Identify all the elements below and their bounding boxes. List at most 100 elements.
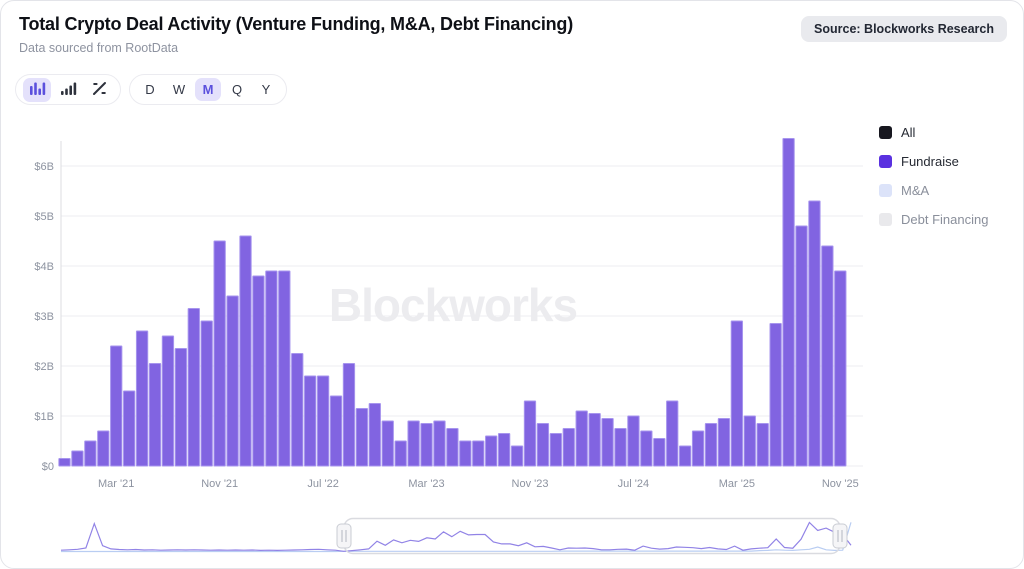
- bar-aug-25[interactable]: [795, 225, 808, 467]
- bar-apr-24[interactable]: [588, 413, 601, 467]
- period-button-d[interactable]: D: [137, 78, 163, 101]
- bar-apr-21[interactable]: [123, 390, 136, 467]
- bar-jan-22[interactable]: [239, 235, 252, 467]
- bar-oct-23[interactable]: [510, 445, 524, 467]
- percent-change-button[interactable]: [85, 78, 113, 102]
- svg-text:$3B: $3B: [34, 311, 54, 323]
- legend-item-fundraise[interactable]: Fundraise: [879, 151, 988, 171]
- bar-feb-23[interactable]: [407, 420, 420, 467]
- bar-may-24[interactable]: [601, 418, 614, 467]
- brush-handle-left[interactable]: [336, 523, 352, 549]
- bar-jul-25[interactable]: [782, 138, 795, 467]
- period-button-y[interactable]: Y: [253, 78, 279, 101]
- bar-jun-22[interactable]: [304, 375, 317, 467]
- bar-feb-25[interactable]: [717, 418, 731, 467]
- legend-label: Debt Financing: [901, 211, 989, 227]
- bar-nov-23[interactable]: [523, 400, 537, 467]
- svg-text:$6B: $6B: [34, 161, 54, 173]
- bar-jul-21[interactable]: [161, 335, 175, 467]
- svg-text:$5B: $5B: [34, 211, 54, 223]
- bar-may-21[interactable]: [135, 330, 149, 467]
- bar-jun-21[interactable]: [148, 363, 162, 467]
- bar-may-22[interactable]: [291, 353, 304, 467]
- legend-swatch: [879, 125, 892, 139]
- legend-swatch: [879, 212, 892, 226]
- legend-item-m-a[interactable]: M&A: [879, 180, 988, 200]
- period-button-m[interactable]: M: [195, 78, 221, 101]
- legend-item-all[interactable]: All: [879, 122, 988, 142]
- bar-feb-21[interactable]: [97, 430, 110, 467]
- bar-oct-22[interactable]: [355, 408, 369, 467]
- bar-jun-23[interactable]: [459, 440, 472, 467]
- bar-apr-23[interactable]: [433, 420, 446, 467]
- svg-text:$4B: $4B: [34, 261, 54, 273]
- bar-nov-20[interactable]: [58, 458, 71, 467]
- bar-aug-23[interactable]: [485, 435, 498, 467]
- bar-dec-24[interactable]: [691, 430, 705, 467]
- svg-text:Jul '22: Jul '22: [307, 478, 338, 490]
- legend-label: All: [901, 124, 916, 140]
- bar-may-25[interactable]: [756, 423, 769, 467]
- bar-jul-23[interactable]: [472, 440, 485, 467]
- bar-nov-25[interactable]: [834, 270, 847, 467]
- bar-apr-22[interactable]: [278, 270, 291, 467]
- bar-feb-22[interactable]: [252, 275, 265, 467]
- svg-text:Jul '24: Jul '24: [618, 478, 649, 490]
- bar-mar-21[interactable]: [110, 345, 123, 467]
- bar-aug-24[interactable]: [640, 430, 653, 467]
- bar-sep-25[interactable]: [808, 200, 821, 467]
- bar-mar-24[interactable]: [575, 410, 588, 467]
- bar-feb-24[interactable]: [562, 428, 575, 467]
- bar-nov-21[interactable]: [213, 240, 226, 467]
- bar-jun-25[interactable]: [769, 323, 782, 467]
- svg-text:$0: $0: [42, 461, 54, 473]
- grouped-columns-icon: [29, 80, 46, 100]
- bar-mar-22[interactable]: [265, 270, 278, 467]
- period-button-q[interactable]: Q: [224, 78, 250, 101]
- ascending-columns-icon: [60, 80, 77, 100]
- ascending-columns-button[interactable]: [54, 78, 82, 102]
- svg-text:Mar '21: Mar '21: [98, 478, 134, 490]
- bar-dec-22[interactable]: [381, 420, 394, 467]
- svg-text:$1B: $1B: [34, 411, 54, 423]
- legend-label: Fundraise: [901, 153, 959, 169]
- bar-nov-22[interactable]: [368, 403, 381, 467]
- bar-nov-24[interactable]: [678, 445, 692, 467]
- bar-jul-24[interactable]: [627, 415, 640, 467]
- source-badge: Source: Blockworks Research: [801, 16, 1007, 42]
- period-button-w[interactable]: W: [166, 78, 192, 101]
- percent-change-icon: [91, 80, 108, 100]
- grouped-columns-button[interactable]: [23, 77, 51, 102]
- bar-mar-25[interactable]: [730, 320, 744, 467]
- bar-may-23[interactable]: [446, 428, 459, 467]
- bar-mar-23[interactable]: [420, 423, 433, 467]
- page-title: Total Crypto Deal Activity (Venture Fund…: [19, 14, 574, 34]
- legend-item-debt-financing[interactable]: Debt Financing: [879, 209, 988, 229]
- bar-jan-24[interactable]: [549, 433, 562, 467]
- bar-dec-21[interactable]: [226, 295, 239, 467]
- bar-oct-24[interactable]: [666, 400, 679, 467]
- bar-dec-20[interactable]: [71, 450, 84, 467]
- bar-jan-23[interactable]: [394, 440, 407, 467]
- bar-oct-25[interactable]: [821, 245, 834, 467]
- bar-jan-25[interactable]: [704, 423, 718, 467]
- brush-handle-right[interactable]: [832, 523, 848, 549]
- bar-dec-23[interactable]: [536, 423, 550, 467]
- bar-sep-22[interactable]: [342, 363, 356, 467]
- bar-sep-24[interactable]: [653, 438, 666, 467]
- bar-apr-25[interactable]: [743, 415, 756, 467]
- legend-swatch: [879, 154, 892, 168]
- bar-sep-21[interactable]: [187, 308, 200, 467]
- bar-aug-22[interactable]: [329, 395, 343, 467]
- bar-jun-24[interactable]: [614, 428, 627, 467]
- bar-aug-21[interactable]: [174, 348, 188, 467]
- bar-sep-23[interactable]: [497, 433, 511, 467]
- legend-swatch: [879, 183, 892, 197]
- bar-oct-21[interactable]: [200, 320, 213, 467]
- bar-jan-21[interactable]: [84, 440, 97, 467]
- svg-text:Nov '25: Nov '25: [822, 478, 859, 490]
- bar-jul-22[interactable]: [316, 375, 330, 467]
